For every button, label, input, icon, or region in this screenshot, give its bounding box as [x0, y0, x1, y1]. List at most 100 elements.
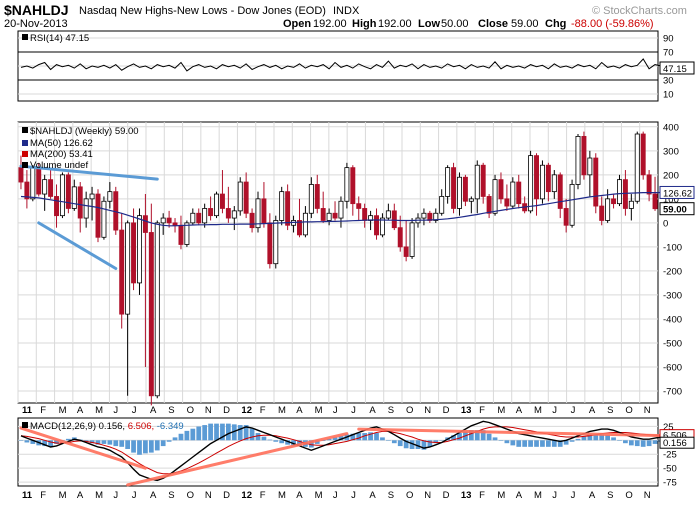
x-axis-label: D: [223, 405, 230, 416]
price-candle: [486, 196, 492, 214]
macd-histogram-bar: [380, 437, 385, 441]
price-title-swatch: [22, 127, 28, 133]
macd-histogram-bar: [391, 440, 397, 444]
x-axis-label: M: [534, 405, 542, 416]
macd-histogram-bar: [504, 440, 510, 444]
price-candle: [445, 167, 451, 197]
x-axis-label: F: [479, 405, 485, 416]
price-candle: [338, 200, 344, 219]
price-candle: [374, 215, 379, 236]
macd-histogram-bar: [332, 437, 338, 441]
macd-signal-current: 6.506: [663, 431, 687, 442]
price-candle: [89, 193, 95, 200]
price-legend-swatch: [22, 151, 28, 157]
chart-date: 20-Nov-2013: [4, 18, 68, 30]
price-candle: [36, 167, 42, 195]
chart-exchange: INDX: [333, 5, 360, 17]
price-candle: [225, 208, 231, 219]
price-legend-entry: MA(50) 126.62: [30, 138, 93, 149]
price-candle: [516, 181, 522, 205]
macd-frame: [17, 417, 659, 487]
price-candle: [599, 205, 605, 221]
price-candle: [255, 198, 261, 229]
macd-histogram-bar: [214, 423, 219, 441]
macd-legend-part: -6.349: [157, 421, 184, 432]
price-candle: [397, 227, 403, 248]
price-candle: [249, 212, 255, 229]
price-candle: [24, 181, 30, 200]
macd-histogram-bar: [451, 435, 456, 441]
x-axis-label-bottom: F: [260, 490, 266, 501]
price-candle: [457, 176, 462, 209]
macd-histogram-bar: [308, 440, 314, 448]
x-axis-label-bottom: S: [168, 490, 174, 501]
price-candle: [391, 210, 397, 229]
x-axis-label: N: [205, 405, 212, 416]
macd-histogram-bar: [474, 430, 480, 441]
rsi-legend: RSI(14) 47.15: [30, 33, 89, 44]
price-candle: [261, 198, 267, 224]
x-axis-label-bottom: S: [388, 490, 394, 501]
macd-tick-label: 25: [663, 422, 674, 433]
macd-histogram-bar: [634, 440, 640, 447]
x-axis-label: M: [315, 405, 323, 416]
macd-histogram-bar: [368, 432, 373, 441]
price-legend-entry: MA(200) 53.41: [30, 149, 93, 160]
x-axis-label: S: [388, 405, 394, 416]
price-candle: [362, 208, 368, 221]
ma50-line: [20, 191, 667, 227]
price-candle: [409, 222, 415, 257]
macd-histogram-bar: [581, 436, 587, 441]
x-axis-label: J: [333, 405, 338, 416]
price-candle: [30, 167, 36, 200]
macd-histogram-bar: [646, 440, 652, 447]
x-axis-label-bottom: A: [369, 490, 376, 501]
price-legend-swatch: [22, 140, 28, 146]
x-axis-label-bottom: S: [607, 490, 613, 501]
macd-histogram-bar: [593, 434, 599, 441]
x-axis-label-bottom: M: [497, 490, 505, 501]
rsi-tick-label: 90: [663, 34, 674, 45]
price-tick-label: -400: [663, 314, 682, 325]
price-candle: [551, 174, 557, 193]
macd-histogram-bar: [273, 440, 279, 442]
macd-histogram-bar: [95, 440, 101, 445]
price-candle: [622, 179, 628, 209]
price-tick-label: 0: [663, 218, 668, 229]
x-axis-label: J: [113, 405, 118, 416]
price-candle: [308, 184, 314, 214]
macd-histogram-bar: [255, 433, 261, 441]
x-axis-label: 13: [461, 405, 472, 416]
price-candle: [379, 217, 385, 236]
macd-histogram-bar: [575, 438, 581, 441]
x-axis-label: 12: [241, 405, 252, 416]
macd-histogram-bar: [374, 433, 379, 441]
chart-description: Nasdaq New Highs-New Lows - Dow Jones (E…: [79, 5, 326, 17]
macd-histogram-bar: [18, 440, 24, 441]
price-candle: [71, 186, 77, 209]
x-axis-label-bottom: J: [552, 490, 557, 501]
price-candle: [267, 222, 273, 265]
macd-histogram-bar: [267, 439, 273, 441]
price-candle: [652, 193, 658, 210]
x-axis-label-bottom: N: [644, 490, 651, 501]
price-candle: [190, 212, 196, 224]
x-axis-label-bottom: A: [516, 490, 523, 501]
macd-trendline: [126, 432, 349, 487]
macd-histogram-bar: [143, 440, 148, 454]
macd-histogram-bar: [587, 434, 593, 441]
price-candle: [166, 217, 172, 224]
price-tick-label: -500: [663, 338, 682, 349]
x-axis-label-bottom: O: [625, 490, 632, 501]
macd-histogram-bar: [439, 440, 445, 441]
price-candle: [54, 196, 59, 217]
x-axis-label: M: [497, 405, 505, 416]
macd-tick-label: -75: [663, 478, 677, 489]
price-title: $NAHLDJ (Weekly) 59.00: [30, 126, 139, 137]
macd-legend-part: 6.506,: [128, 421, 157, 432]
price-candle: [77, 186, 83, 219]
x-axis-label-bottom: J: [351, 490, 356, 501]
x-axis-label: S: [168, 405, 174, 416]
